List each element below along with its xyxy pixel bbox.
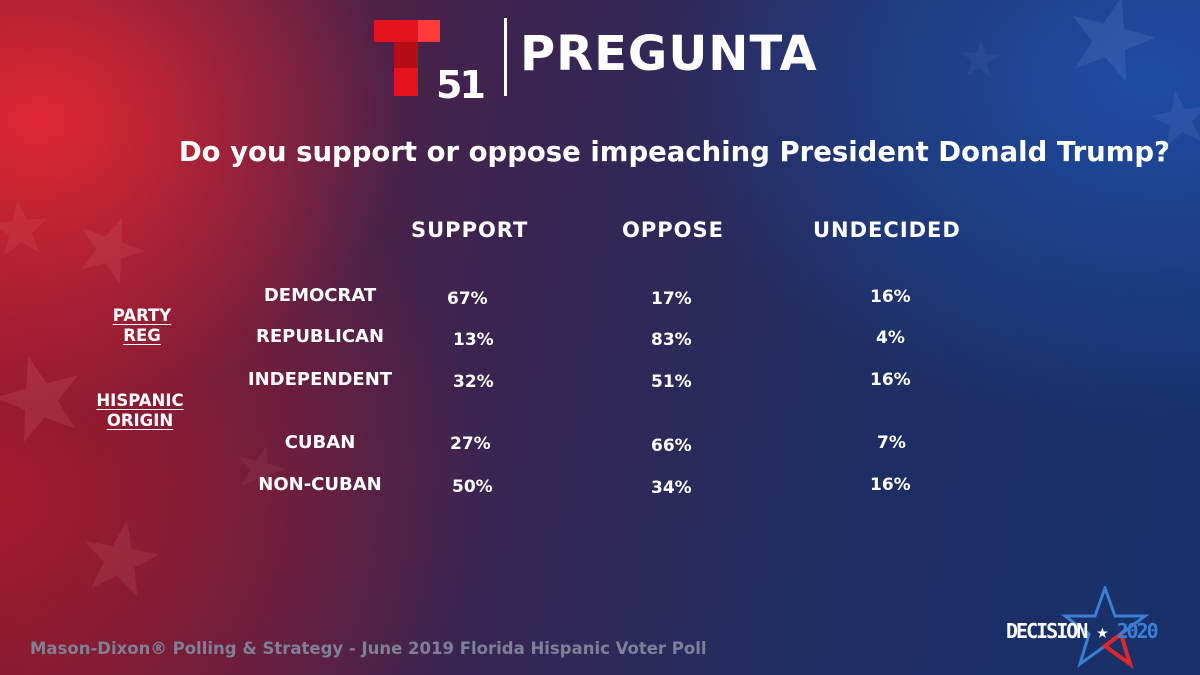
undecided-value: 16% [870, 287, 911, 307]
group-label-line: REG [123, 326, 161, 345]
support-value: 27% [450, 434, 491, 454]
undecided-value: 4% [876, 328, 905, 348]
undecided-value: 16% [870, 370, 911, 390]
decision-2020-logo: DECISION ★ 2020 [1004, 586, 1184, 672]
undecided-value: 7% [877, 433, 906, 453]
row-label: DEMOCRAT [263, 285, 377, 306]
oppose-value: 83% [651, 330, 692, 350]
poll-question: Do you support or oppose impeaching Pres… [178, 136, 1170, 168]
group-label-party-reg: PARTY REG [92, 306, 192, 346]
oppose-value: 51% [651, 372, 692, 392]
group-label-line: HISPANIC [96, 391, 184, 410]
header-divider [504, 18, 507, 96]
group-label-line: PARTY [112, 306, 172, 325]
decision-year: 2020 [1116, 619, 1158, 643]
decision-small-star-icon: ★ [1086, 619, 1117, 643]
column-header-undecided: UNDECIDED [813, 218, 961, 242]
decision-word: DECISION [1006, 619, 1088, 643]
source-footer: Mason-Dixon® Polling & Strategy - June 2… [30, 639, 707, 658]
support-value: 50% [452, 477, 493, 497]
row-label: CUBAN [284, 432, 356, 453]
undecided-value: 16% [870, 475, 911, 495]
oppose-value: 17% [651, 289, 692, 309]
telemundo-51-logo: 51 [372, 18, 486, 104]
decision-star-icon [1060, 586, 1150, 670]
telemundo-t-icon [374, 20, 440, 96]
column-header-oppose: OPPOSE [622, 218, 724, 242]
row-label: INDEPENDENT [247, 369, 393, 390]
oppose-value: 66% [651, 436, 692, 456]
support-value: 13% [453, 330, 494, 350]
segment-title: PREGUNTA [520, 26, 818, 82]
support-value: 67% [447, 289, 488, 309]
oppose-value: 34% [651, 478, 692, 498]
group-label-hispanic-origin: HISPANIC ORIGIN [80, 391, 200, 431]
row-label: NON-CUBAN [258, 474, 382, 495]
row-label: REPUBLICAN [255, 326, 385, 347]
decision-wordmark: DECISION ★ 2020 [1006, 619, 1159, 643]
column-header-support: SUPPORT [411, 218, 529, 242]
support-value: 32% [453, 372, 494, 392]
group-label-line: ORIGIN [106, 411, 174, 430]
logo-number: 51 [436, 63, 486, 107]
